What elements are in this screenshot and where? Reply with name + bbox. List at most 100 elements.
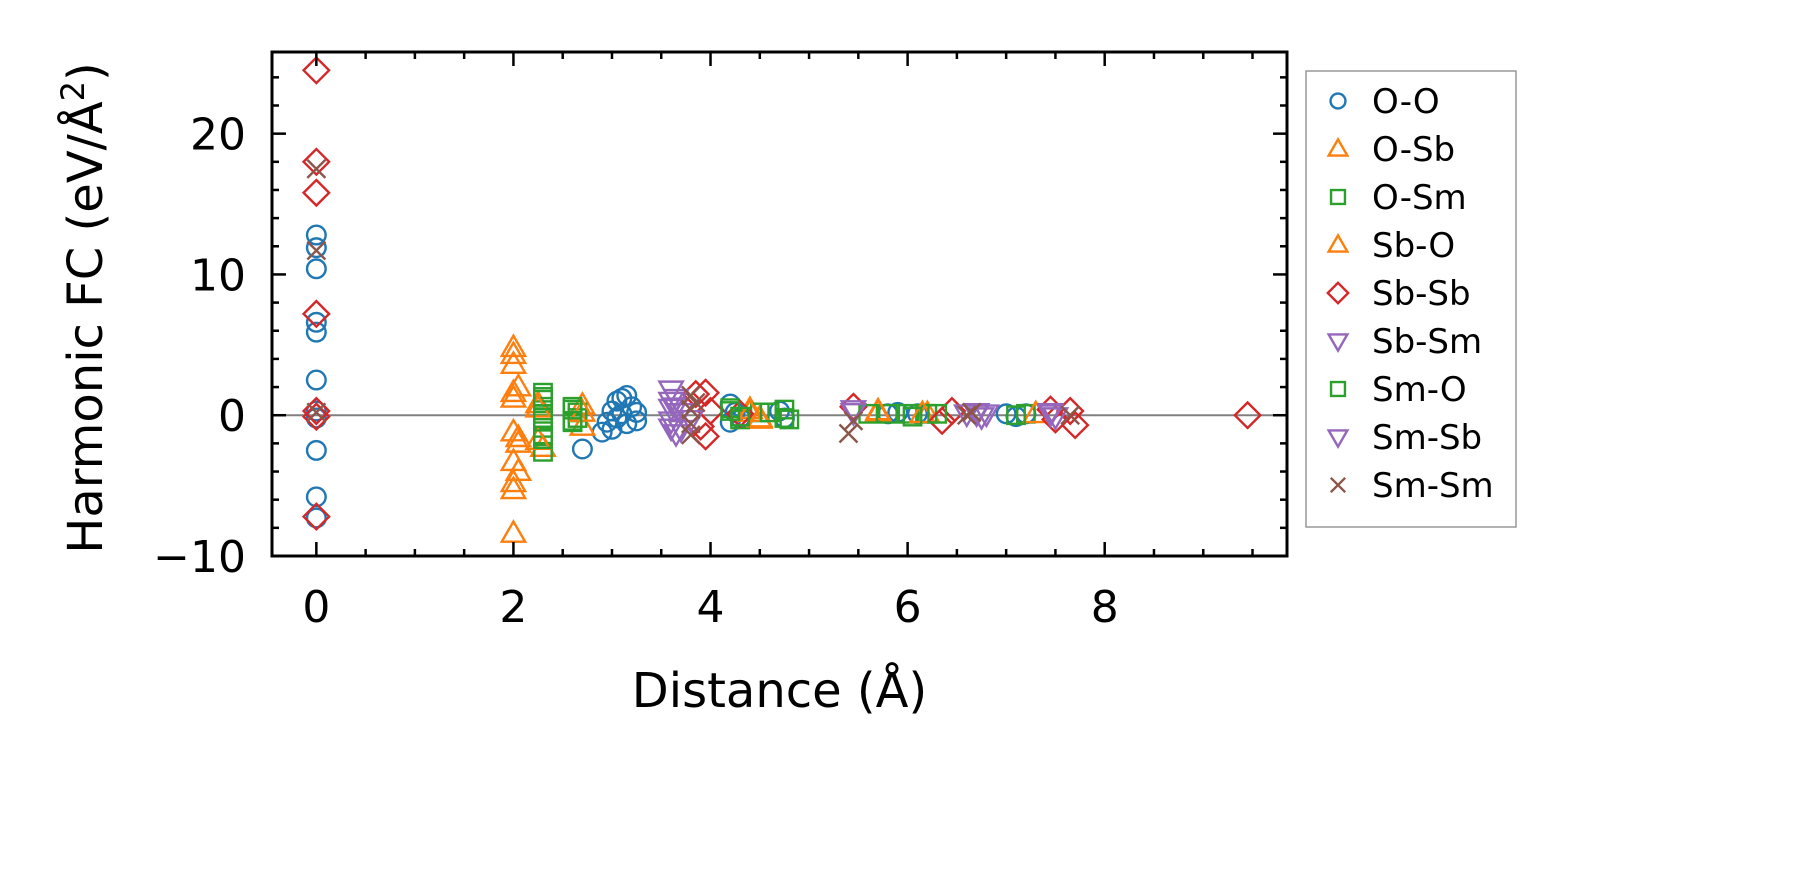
data-point bbox=[662, 388, 690, 413]
data-point bbox=[746, 403, 774, 428]
legend-label: Sb-Sb bbox=[1372, 274, 1471, 314]
data-point bbox=[568, 412, 597, 436]
data-point bbox=[305, 407, 327, 429]
data-point bbox=[1233, 400, 1263, 430]
data-point bbox=[305, 311, 327, 333]
x-tick-label: 0 bbox=[302, 582, 330, 633]
data-point bbox=[301, 402, 331, 432]
legend-label: Sb-Sm bbox=[1372, 322, 1482, 362]
y-tick-label: 0 bbox=[218, 391, 246, 442]
data-point bbox=[1041, 407, 1070, 432]
legend-item: Sb-Sm bbox=[1326, 322, 1482, 362]
legend-marker bbox=[1326, 429, 1350, 449]
legend-item: O-Sm bbox=[1329, 178, 1467, 218]
y-tick-label: 10 bbox=[190, 250, 246, 301]
data-point bbox=[685, 392, 706, 413]
series-sm-sm bbox=[306, 159, 1081, 445]
data-point bbox=[504, 423, 533, 448]
data-point bbox=[1006, 405, 1026, 426]
y-axis-title-end: ) bbox=[58, 62, 114, 81]
data-point bbox=[301, 396, 331, 426]
data-point bbox=[696, 396, 725, 426]
data-point bbox=[662, 397, 690, 422]
legend-item: Sb-Sb bbox=[1326, 274, 1471, 314]
data-point bbox=[843, 411, 864, 431]
x-tick-label: 6 bbox=[894, 582, 922, 633]
y-axis-title-main: Harmonic FC (eV/Å bbox=[57, 101, 114, 554]
data-point bbox=[1036, 404, 1065, 429]
legend-label: Sb-O bbox=[1372, 226, 1455, 266]
legend-marker bbox=[1329, 188, 1347, 206]
legend-label: O-Sb bbox=[1372, 130, 1455, 170]
data-point bbox=[533, 429, 553, 450]
data-point bbox=[606, 407, 628, 429]
data-point bbox=[533, 387, 553, 407]
data-point bbox=[680, 425, 701, 445]
data-point bbox=[533, 441, 553, 462]
data-point bbox=[838, 423, 859, 444]
data-point bbox=[301, 502, 331, 532]
data-point bbox=[571, 438, 593, 460]
data-point bbox=[779, 409, 800, 430]
data-point bbox=[774, 408, 795, 428]
data-point bbox=[499, 383, 528, 408]
data-point bbox=[305, 321, 327, 343]
data-point bbox=[562, 410, 583, 431]
legend-item: O-O bbox=[1329, 82, 1440, 122]
legend-label: Sm-Sm bbox=[1372, 466, 1494, 506]
data-point bbox=[956, 405, 977, 426]
legend-marker bbox=[1329, 92, 1347, 110]
data-point bbox=[306, 159, 327, 179]
data-point bbox=[657, 391, 685, 416]
data-point bbox=[306, 240, 327, 261]
data-point bbox=[305, 237, 327, 259]
data-point bbox=[301, 178, 331, 208]
data-point bbox=[504, 428, 533, 453]
data-point bbox=[533, 408, 553, 428]
data-point bbox=[504, 457, 533, 481]
data-point bbox=[626, 401, 648, 423]
data-point bbox=[305, 400, 327, 422]
data-point bbox=[1060, 405, 1081, 426]
data-point bbox=[759, 402, 780, 423]
data-point bbox=[927, 406, 957, 436]
legend-marker bbox=[1326, 137, 1350, 157]
data-point bbox=[305, 486, 327, 508]
data-point bbox=[305, 507, 327, 529]
data-point bbox=[691, 421, 721, 451]
data-point bbox=[601, 418, 623, 440]
plot-frame bbox=[270, 50, 1289, 558]
legend-marker bbox=[1326, 233, 1350, 253]
data-point bbox=[657, 418, 685, 443]
data-point bbox=[306, 402, 327, 423]
data-point bbox=[902, 406, 923, 427]
legend-marker bbox=[1329, 476, 1347, 494]
y-axis-title-superscript: 2 bbox=[54, 81, 92, 101]
legend-marker bbox=[1326, 281, 1350, 305]
data-point bbox=[616, 385, 638, 407]
data-point bbox=[499, 333, 528, 358]
data-point bbox=[499, 475, 528, 500]
data-point bbox=[305, 258, 327, 280]
legend-item: Sm-Sm bbox=[1329, 466, 1494, 506]
x-tick-label: 2 bbox=[499, 582, 527, 633]
data-point bbox=[730, 406, 750, 427]
legend-marker bbox=[1326, 333, 1350, 353]
data-point bbox=[927, 403, 948, 424]
legend-label: O-Sm bbox=[1372, 178, 1467, 218]
data-point bbox=[961, 402, 982, 423]
x-axis-title: Distance (Å) bbox=[632, 662, 927, 719]
legend-label: O-O bbox=[1372, 82, 1440, 122]
data-point bbox=[967, 407, 996, 432]
data-point bbox=[305, 439, 327, 461]
legend-item: Sm-Sb bbox=[1326, 418, 1482, 458]
data-point bbox=[626, 410, 648, 432]
data-point bbox=[621, 396, 643, 418]
y-axis-title: Harmonic FC (eV/Å2) bbox=[54, 62, 114, 554]
data-point bbox=[1060, 410, 1090, 440]
data-point bbox=[301, 147, 331, 177]
legend-item: O-Sb bbox=[1326, 130, 1455, 170]
legend-marker bbox=[1329, 380, 1347, 398]
